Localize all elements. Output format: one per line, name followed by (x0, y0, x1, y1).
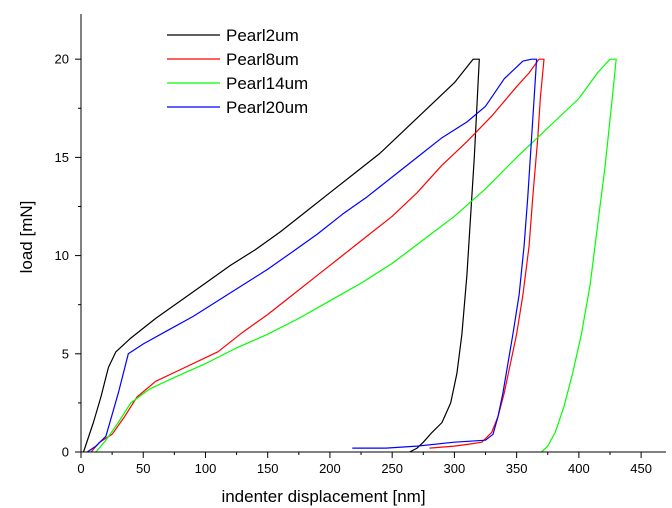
y-tick-label: 5 (62, 346, 69, 361)
legend-label-Pearl20um: Pearl20um (226, 98, 308, 117)
x-tick-label: 150 (257, 461, 279, 476)
x-tick-label: 300 (444, 461, 466, 476)
x-tick-label: 0 (77, 461, 84, 476)
series-line-Pearl14um (95, 58, 617, 453)
legend-label-Pearl14um: Pearl14um (226, 74, 308, 93)
plot-lines (82, 58, 617, 453)
y-tick-label: 20 (55, 52, 69, 67)
x-tick-label: 400 (568, 461, 590, 476)
y-tick-label: 10 (55, 248, 69, 263)
y-axis-title: load [mN] (17, 201, 36, 274)
legend-label-Pearl8um: Pearl8um (226, 50, 299, 69)
x-tick-label: 250 (381, 461, 403, 476)
series-line-Pearl20um (86, 58, 538, 453)
legend: Pearl2um Pearl8um Pearl14um Pearl20um (167, 26, 308, 117)
y-tick-label: 0 (62, 445, 69, 460)
x-tick-label: 200 (319, 461, 341, 476)
x-tick-label: 350 (506, 461, 528, 476)
legend-label-Pearl2um: Pearl2um (226, 26, 299, 45)
series-line-Pearl8um (90, 58, 545, 453)
y-tick-label: 15 (55, 150, 69, 165)
x-tick-label: 50 (136, 461, 150, 476)
x-axis-title: indenter displacement [nm] (221, 487, 425, 506)
x-tick-label: 450 (630, 461, 652, 476)
series-line-Pearl2um (82, 58, 480, 453)
x-tick-label: 100 (195, 461, 217, 476)
